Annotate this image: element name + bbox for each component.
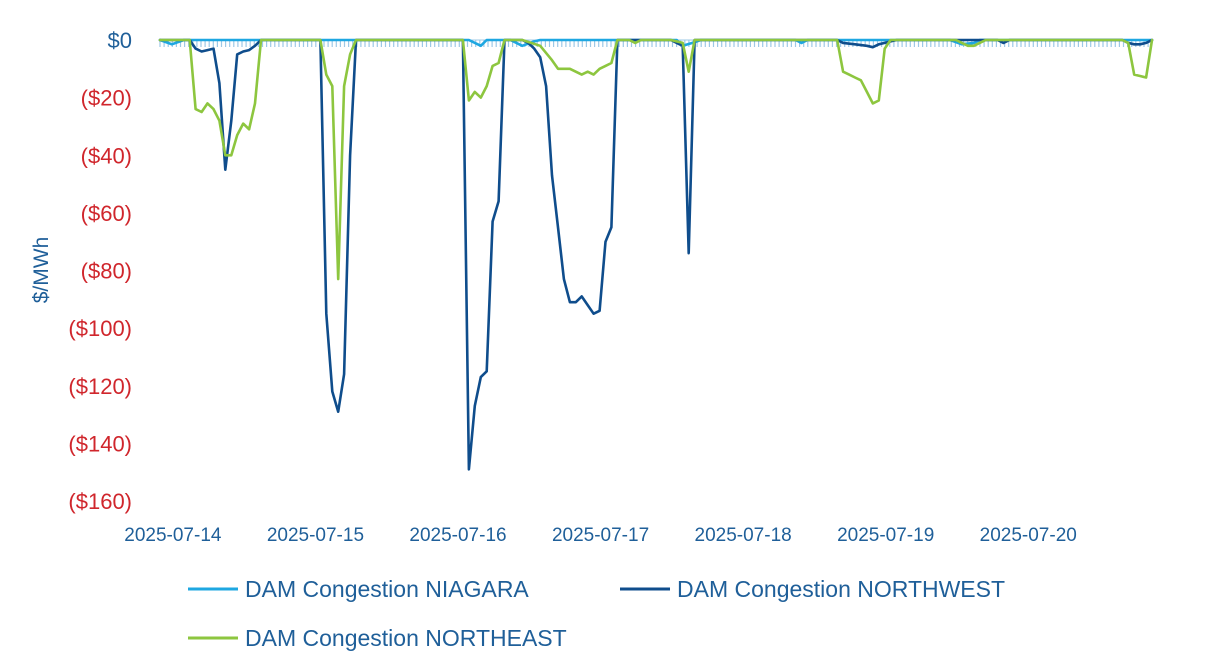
x-tick-label: 2025-07-19 xyxy=(837,525,934,546)
x-tick-label: 2025-07-15 xyxy=(267,525,364,546)
y-tick-label: $0 xyxy=(108,28,132,53)
y-tick-label: ($140) xyxy=(68,431,132,456)
y-tick-label: ($20) xyxy=(81,86,132,111)
series-line-dam-congestion-northwest xyxy=(158,38,1154,471)
x-tick-label: 2025-07-17 xyxy=(552,525,649,546)
legend-label: DAM Congestion NORTHEAST xyxy=(245,625,567,651)
y-tick-label: ($120) xyxy=(68,374,132,399)
series-layer xyxy=(158,38,1154,471)
legend-label: DAM Congestion NIAGARA xyxy=(245,576,529,602)
y-tick-label: ($160) xyxy=(68,489,132,514)
x-axis-ticks: 2025-07-14 2025-07-15 2025-07-16 2025-07-17… xyxy=(124,525,1077,546)
y-tick-label: ($40) xyxy=(81,143,132,168)
y-tick-label: ($60) xyxy=(81,201,132,226)
y-axis-label: $/MWh xyxy=(30,237,53,304)
series-line-dam-congestion-northeast xyxy=(158,38,1154,281)
y-axis-ticks: $0 ($20) ($40) ($60) ($80) ($100) ($120) ($140)… xyxy=(68,28,132,514)
y-tick-label: ($80) xyxy=(81,259,132,284)
x-tick-label: 2025-07-14 xyxy=(124,525,222,546)
x-tick-label: 2025-07-20 xyxy=(980,525,1077,546)
x-tick-label: 2025-07-18 xyxy=(695,525,792,546)
legend: DAM Congestion NIAGARA DAM Congestion NOR… xyxy=(188,576,1005,651)
y-tick-label: ($100) xyxy=(68,316,132,341)
legend-label: DAM Congestion NORTHWEST xyxy=(677,576,1005,602)
x-tick-label: 2025-07-16 xyxy=(409,525,506,546)
